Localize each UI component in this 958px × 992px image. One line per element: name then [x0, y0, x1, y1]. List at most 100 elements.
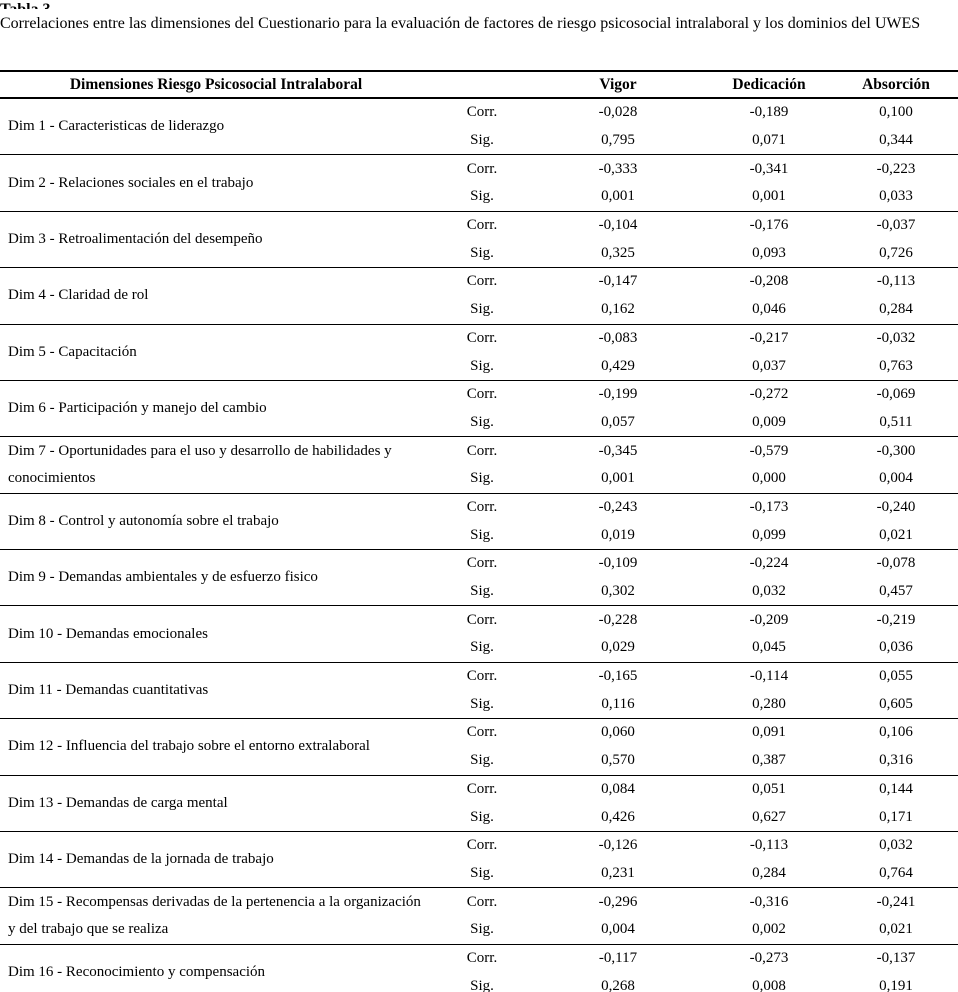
sig-row: Sig. 0,231 0,284 0,764	[0, 860, 958, 888]
dimension-group: Dim 3 - Retroalimentación del desempeño C…	[0, 211, 958, 268]
dimension-group: Dim 8 - Control y autonomía sobre el tra…	[0, 493, 958, 550]
sig-row: Sig. 0,004 0,002 0,021	[0, 916, 958, 944]
corr-row: Dim 12 - Influencia del trabajo sobre el…	[0, 719, 958, 754]
stat-label-corr: Corr.	[466, 949, 498, 966]
sig-value-vigor: 0,116	[601, 695, 635, 712]
dimension-group: Dim 13 - Demandas de carga mental Corr. 0,…	[0, 775, 958, 832]
corr-value-dedicacion: -0,208	[749, 273, 789, 290]
corr-value-dedicacion: -0,273	[749, 949, 789, 966]
dimension-group: Dim 2 - Relaciones sociales en el trabaj…	[0, 155, 958, 212]
corr-value-dedicacion: -0,114	[749, 668, 789, 685]
corr-row: Dim 14 - Demandas de la jornada de traba…	[0, 831, 958, 867]
stat-label-corr: Corr.	[466, 273, 498, 290]
dimension-label: Dim 3 - Retroalimentación del desempeño	[8, 230, 263, 247]
sig-row: Sig. 0,162 0,046 0,284	[0, 296, 958, 324]
sig-value-absorcion: 0,284	[879, 301, 913, 318]
table-number-text: Tabla 3	[0, 0, 51, 9]
dimension-label: Dim 7 - Oportunidades para el uso y desa…	[8, 442, 392, 486]
corr-value-absorcion: 0,100	[879, 104, 913, 121]
dimension-label: Dim 1 - Caracteristicas de liderazgo	[8, 118, 225, 135]
column-header-dimensions: Dimensiones Riesgo Psicosocial Intralabo…	[69, 75, 363, 93]
corr-value-dedicacion: -0,579	[749, 442, 789, 459]
corr-row: Dim 7 - Oportunidades para el uso y desa…	[0, 437, 958, 486]
dimension-label: Dim 4 - Claridad de rol	[8, 287, 149, 304]
sig-value-dedicacion: 0,071	[752, 132, 786, 149]
sig-row: Sig. 0,426 0,627 0,171	[0, 803, 958, 831]
corr-value-absorcion: -0,137	[876, 949, 916, 966]
corr-value-dedicacion: 0,051	[752, 780, 786, 797]
sig-value-dedicacion: 0,045	[752, 639, 786, 656]
corr-value-absorcion: -0,300	[876, 442, 916, 459]
sig-value-absorcion: 0,764	[879, 864, 913, 881]
corr-value-vigor: -0,228	[598, 611, 638, 628]
stat-label-corr: Corr.	[466, 611, 498, 628]
stat-label-corr: Corr.	[466, 893, 498, 910]
stat-label-sig: Sig.	[470, 921, 494, 938]
corr-row: Dim 2 - Relaciones sociales en el trabaj…	[0, 155, 958, 191]
sig-value-vigor: 0,029	[601, 639, 635, 656]
sig-value-vigor: 0,001	[601, 470, 635, 487]
sig-value-vigor: 0,426	[601, 808, 635, 825]
dimension-label: Dim 2 - Relaciones sociales en el trabaj…	[8, 174, 254, 191]
sig-row: Sig. 0,570 0,387 0,316	[0, 747, 958, 775]
sig-value-dedicacion: 0,627	[752, 808, 786, 825]
dimension-label: Dim 16 - Reconocimiento y compensación	[8, 963, 266, 980]
dimension-group: Dim 9 - Demandas ambientales y de esfuer…	[0, 550, 958, 606]
sig-row: Sig. 0,001 0,000 0,004	[0, 465, 958, 493]
sig-value-dedicacion: 0,099	[752, 526, 786, 543]
sig-value-absorcion: 0,004	[879, 470, 913, 487]
stat-label-sig: Sig.	[470, 188, 494, 205]
corr-value-absorcion: -0,069	[876, 386, 916, 403]
dimension-group: Dim 1 - Caracteristicas de liderazgo Corr…	[0, 98, 958, 155]
dimension-label: Dim 6 - Participación y manejo del cambi…	[8, 400, 267, 417]
dimension-group: Dim 15 - Recompensas derivadas de la per…	[0, 888, 958, 945]
corr-value-vigor: -0,109	[598, 555, 638, 572]
sig-value-absorcion: 0,511	[879, 413, 913, 430]
corr-value-absorcion: -0,240	[876, 498, 916, 515]
dimension-group: Dim 5 - Capacitación Corr. -0,083 -0,217 -0,…	[0, 324, 958, 381]
corr-row: Dim 10 - Demandas emocionales Corr. -0,228…	[0, 606, 958, 642]
corr-row: Dim 4 - Claridad de rol Corr. -0,147 -0,208…	[0, 268, 958, 303]
sig-value-vigor: 0,268	[601, 977, 635, 992]
corr-value-vigor: -0,028	[598, 104, 638, 121]
table-number-title: Tabla 3	[0, 0, 958, 9]
corr-value-vigor: -0,165	[598, 668, 638, 685]
stat-label-sig: Sig.	[470, 695, 494, 712]
sig-value-dedicacion: 0,001	[752, 188, 786, 205]
stat-label-corr: Corr.	[466, 442, 498, 459]
dimension-group: Dim 12 - Influencia del trabajo sobre el…	[0, 719, 958, 775]
stat-label-sig: Sig.	[470, 808, 494, 825]
corr-value-dedicacion: -0,341	[749, 160, 789, 177]
stat-label-sig: Sig.	[470, 526, 494, 543]
corr-value-dedicacion: -0,176	[749, 217, 789, 234]
corr-row: Dim 11 - Demandas cuantitativas Corr. -0,1…	[0, 662, 958, 698]
corr-value-absorcion: -0,113	[876, 273, 916, 290]
dimension-group: Dim 16 - Reconocimiento y compensación Co…	[0, 944, 958, 992]
dimension-label: Dim 11 - Demandas cuantitativas	[8, 681, 209, 698]
dimension-label: Dim 15 - Recompensas derivadas de la per…	[8, 893, 421, 937]
sig-row: Sig. 0,795 0,071 0,344	[0, 127, 958, 155]
sig-value-vigor: 0,570	[601, 752, 635, 769]
corr-value-absorcion: -0,037	[876, 217, 916, 234]
corr-value-dedicacion: 0,091	[752, 724, 786, 741]
corr-value-absorcion: 0,144	[879, 780, 913, 797]
corr-value-vigor: -0,117	[598, 949, 638, 966]
stat-label-corr: Corr.	[466, 160, 498, 177]
sig-value-dedicacion: 0,008	[752, 977, 786, 992]
sig-value-vigor: 0,302	[601, 583, 635, 600]
sig-row: Sig. 0,001 0,001 0,033	[0, 183, 958, 211]
corr-row: Dim 16 - Reconocimiento y compensación Co…	[0, 944, 958, 980]
column-header-dedicacion: Dedicación	[732, 75, 806, 93]
corr-value-dedicacion: -0,217	[749, 329, 789, 346]
corr-value-dedicacion: -0,189	[749, 104, 789, 121]
corr-value-vigor: 0,084	[601, 780, 635, 797]
stat-label-corr: Corr.	[466, 217, 498, 234]
corr-value-absorcion: 0,055	[879, 668, 913, 685]
sig-row: Sig. 0,268 0,008 0,191	[0, 972, 958, 992]
corr-value-vigor: -0,333	[598, 160, 638, 177]
corr-value-vigor: -0,083	[598, 329, 638, 346]
stat-label-corr: Corr.	[466, 555, 498, 572]
dimension-group: Dim 7 - Oportunidades para el uso y desa…	[0, 437, 958, 494]
sig-row: Sig. 0,116 0,280 0,605	[0, 690, 958, 718]
sig-value-dedicacion: 0,037	[752, 357, 786, 374]
